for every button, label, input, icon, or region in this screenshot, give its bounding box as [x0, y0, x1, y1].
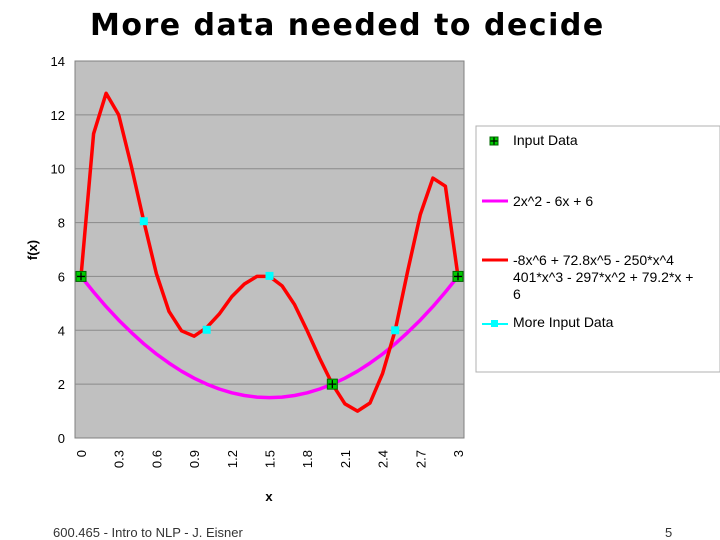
x-tick-label: 2.4	[376, 450, 391, 468]
footer-text: 600.465 - Intro to NLP - J. Eisner	[53, 525, 243, 540]
y-tick-label: 8	[58, 216, 65, 231]
data-point-marker	[391, 326, 400, 335]
series-points	[75, 217, 464, 390]
y-tick-label: 12	[51, 108, 65, 123]
page-number: 5	[665, 525, 673, 540]
data-point-plus	[328, 380, 337, 389]
data-point	[391, 326, 400, 335]
series-line-1	[79, 275, 460, 400]
legend-box	[475, 125, 720, 373]
data-point	[265, 271, 274, 280]
x-tick-label: 0	[74, 450, 89, 457]
legend-item-polynomial: -8x^6 + 72.8x^5 - 250*x^4 401*x^3 - 297*…	[482, 252, 697, 302]
legend-marker-more-input-data	[491, 320, 498, 327]
legend-item-input-data: Input Data	[489, 132, 578, 148]
legend: Input Data 2x^2 - 6x + 6 -8x^6 + 72.8x^5…	[475, 125, 720, 373]
data-point	[75, 270, 87, 282]
slide-title: More data needed to decide	[90, 8, 605, 43]
legend-label-input-data: Input Data	[513, 132, 578, 148]
y-tick-label: 10	[51, 162, 65, 177]
legend-marker-plus	[490, 137, 498, 145]
x-tick-label: 1.5	[263, 450, 278, 468]
y-axis-title: f(x)	[25, 240, 40, 260]
x-tick-label: 0.6	[149, 450, 164, 468]
data-point	[139, 217, 148, 226]
legend-item-more-input-data: More Input Data	[482, 314, 614, 330]
y-tick-label: 0	[58, 431, 65, 446]
data-point	[452, 270, 464, 282]
legend-label-polynomial-line-1: -8x^6 + 72.8x^5 - 250*x^4	[513, 252, 678, 268]
legend-label-more-input-data: More Input Data	[513, 314, 614, 330]
x-tick-labels: 0 0.3 0.6 0.9 1.2 1.5 1.8 2.1 2.4 2.7 3	[74, 450, 466, 468]
y-tick-labels: 0 2 4 6 8 10 12 14	[51, 54, 65, 446]
x-tick-label: 0.3	[112, 450, 127, 468]
data-point-plus	[454, 272, 462, 281]
plot-area	[74, 60, 465, 439]
data-point-marker	[202, 325, 211, 334]
y-tick-label: 14	[51, 54, 65, 69]
x-tick-label: 3	[451, 450, 466, 457]
x-tick-label: 2.1	[338, 450, 353, 468]
x-tick-label: 2.7	[413, 450, 428, 468]
data-point-marker	[265, 271, 274, 280]
data-point-plus	[77, 272, 85, 281]
legend-label-polynomial-line-2: 401*x^3 - 297*x^2 + 79.2*x +	[513, 269, 693, 285]
x-tick-label: 1.2	[225, 450, 240, 468]
data-point-marker	[139, 217, 148, 226]
legend-label-quadratic: 2x^2 - 6x + 6	[513, 193, 593, 209]
chart: 0 2 4 6 8 10 12 14 0 0.3 0.6 0.9 1.2 1.5 1.8 2.1 2.4 2.7…	[25, 54, 720, 504]
x-axis-title: x	[265, 489, 273, 504]
x-tick-label: 0.9	[187, 450, 202, 468]
data-point	[326, 378, 338, 390]
x-tick-label: 1.8	[300, 450, 315, 468]
y-tick-label: 4	[58, 323, 65, 338]
legend-label-polynomial-line-3: 6	[513, 286, 521, 302]
data-point	[202, 325, 211, 334]
legend-label-polynomial: -8x^6 + 72.8x^5 - 250*x^4 401*x^3 - 297*…	[513, 252, 697, 302]
legend-item-quadratic: 2x^2 - 6x + 6	[482, 193, 593, 209]
y-tick-label: 2	[58, 377, 65, 392]
y-tick-label: 6	[58, 269, 65, 284]
